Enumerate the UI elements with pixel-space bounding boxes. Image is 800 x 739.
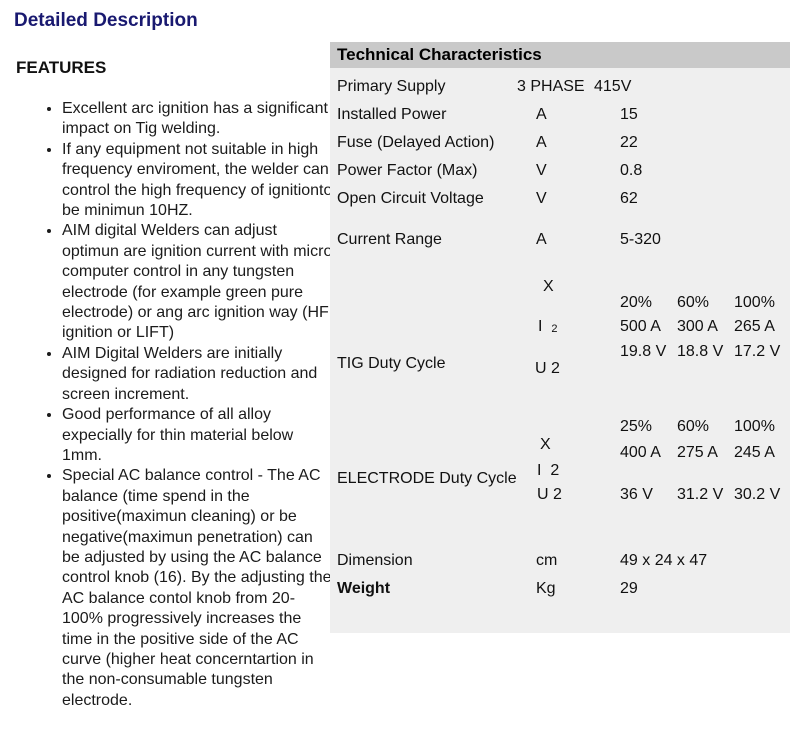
row-unit: A <box>536 106 547 123</box>
weight-row: Weight Kg 29 <box>330 575 790 603</box>
tig-symbol-u2: U 2 <box>535 360 560 377</box>
row-value: 29 <box>620 580 638 597</box>
table-row: Power Factor (Max) V 0.8 <box>330 157 790 185</box>
row-unit: V <box>536 162 547 179</box>
row-unit: A <box>536 231 547 248</box>
electrode-label: ELECTRODE Duty Cycle <box>337 470 517 487</box>
electrode-current-values: 400 A 275 A 245 A <box>620 444 775 461</box>
features-section: FEATURES Excellent arc ignition has a si… <box>16 58 332 711</box>
row-unit: V <box>536 190 547 207</box>
row-label: Open Circuit Voltage <box>337 190 484 207</box>
feature-item: Special AC balance control - The AC bala… <box>62 466 334 711</box>
features-heading: FEATURES <box>16 58 107 77</box>
row-label: Primary Supply <box>337 78 446 95</box>
features-list: Excellent arc ignition has a significant… <box>16 99 334 711</box>
feature-item: AIM Digital Welders are initially design… <box>62 344 334 405</box>
table-row: Current Range A 5-320 <box>330 226 790 254</box>
tig-label: TIG Duty Cycle <box>337 355 446 372</box>
table-row: Installed Power A 15 <box>330 101 790 129</box>
table-row: Primary Supply 3 PHASE 415V <box>330 73 790 101</box>
row-unit: Kg <box>536 580 556 597</box>
table-row: Fuse (Delayed Action) A 22 <box>330 129 790 157</box>
tig-percent-values: 20% 60% 100% <box>620 294 775 311</box>
electrode-symbol-u2: U 2 <box>537 486 562 503</box>
row-value: 62 <box>620 190 638 207</box>
row-unit: 3 PHASE <box>517 78 585 95</box>
dimension-row: Dimension cm 49 x 24 x 47 <box>330 547 790 575</box>
row-unit: cm <box>536 552 558 569</box>
row-label: Installed Power <box>337 106 447 123</box>
row-label: Dimension <box>337 552 413 569</box>
tig-voltage-values: 19.8 V 18.8 V 17.2 V <box>620 343 781 360</box>
feature-item: Good performance of all alloy expecially… <box>62 405 334 466</box>
feature-item: AIM digital Welders can adjust optimun a… <box>62 221 334 343</box>
electrode-percent-values: 25% 60% 100% <box>620 418 775 435</box>
page-title: Detailed Description <box>14 10 198 31</box>
tig-symbol-i2: I 2 <box>538 318 558 335</box>
row-label: Current Range <box>337 231 442 248</box>
row-label: Fuse (Delayed Action) <box>337 134 495 151</box>
table-row: Open Circuit Voltage V 62 <box>330 185 790 213</box>
technical-characteristics-table: Technical Characteristics Primary Supply… <box>330 42 790 633</box>
electrode-symbol-x: X <box>540 436 551 453</box>
tig-symbol-x: X <box>543 278 554 295</box>
row-label: Power Factor (Max) <box>337 162 478 179</box>
row-unit: A <box>536 134 547 151</box>
electrode-duty-cycle-block: 25% 60% 100% X 400 A 275 A 245 A I 2 ELE… <box>330 410 790 550</box>
row-value: 415V <box>594 78 632 95</box>
table-title: Technical Characteristics <box>330 42 790 68</box>
tig-duty-cycle-block: TIG Duty Cycle X I 2 U 2 20% 60% 100% 50… <box>330 270 790 420</box>
row-value: 0.8 <box>620 162 643 179</box>
row-value: 49 x 24 x 47 <box>620 552 708 569</box>
feature-item: If any equipment not suitable in high fr… <box>62 140 334 222</box>
tig-current-values: 500 A 300 A 265 A <box>620 318 775 335</box>
row-value: 22 <box>620 134 638 151</box>
row-value: 5-320 <box>620 231 661 248</box>
electrode-voltage-values: 36 V 31.2 V 30.2 V <box>620 486 781 503</box>
row-label: Weight <box>337 580 391 597</box>
feature-item: Excellent arc ignition has a significant… <box>62 99 334 140</box>
row-value: 15 <box>620 106 638 123</box>
electrode-symbol-i2: I 2 <box>537 462 560 479</box>
